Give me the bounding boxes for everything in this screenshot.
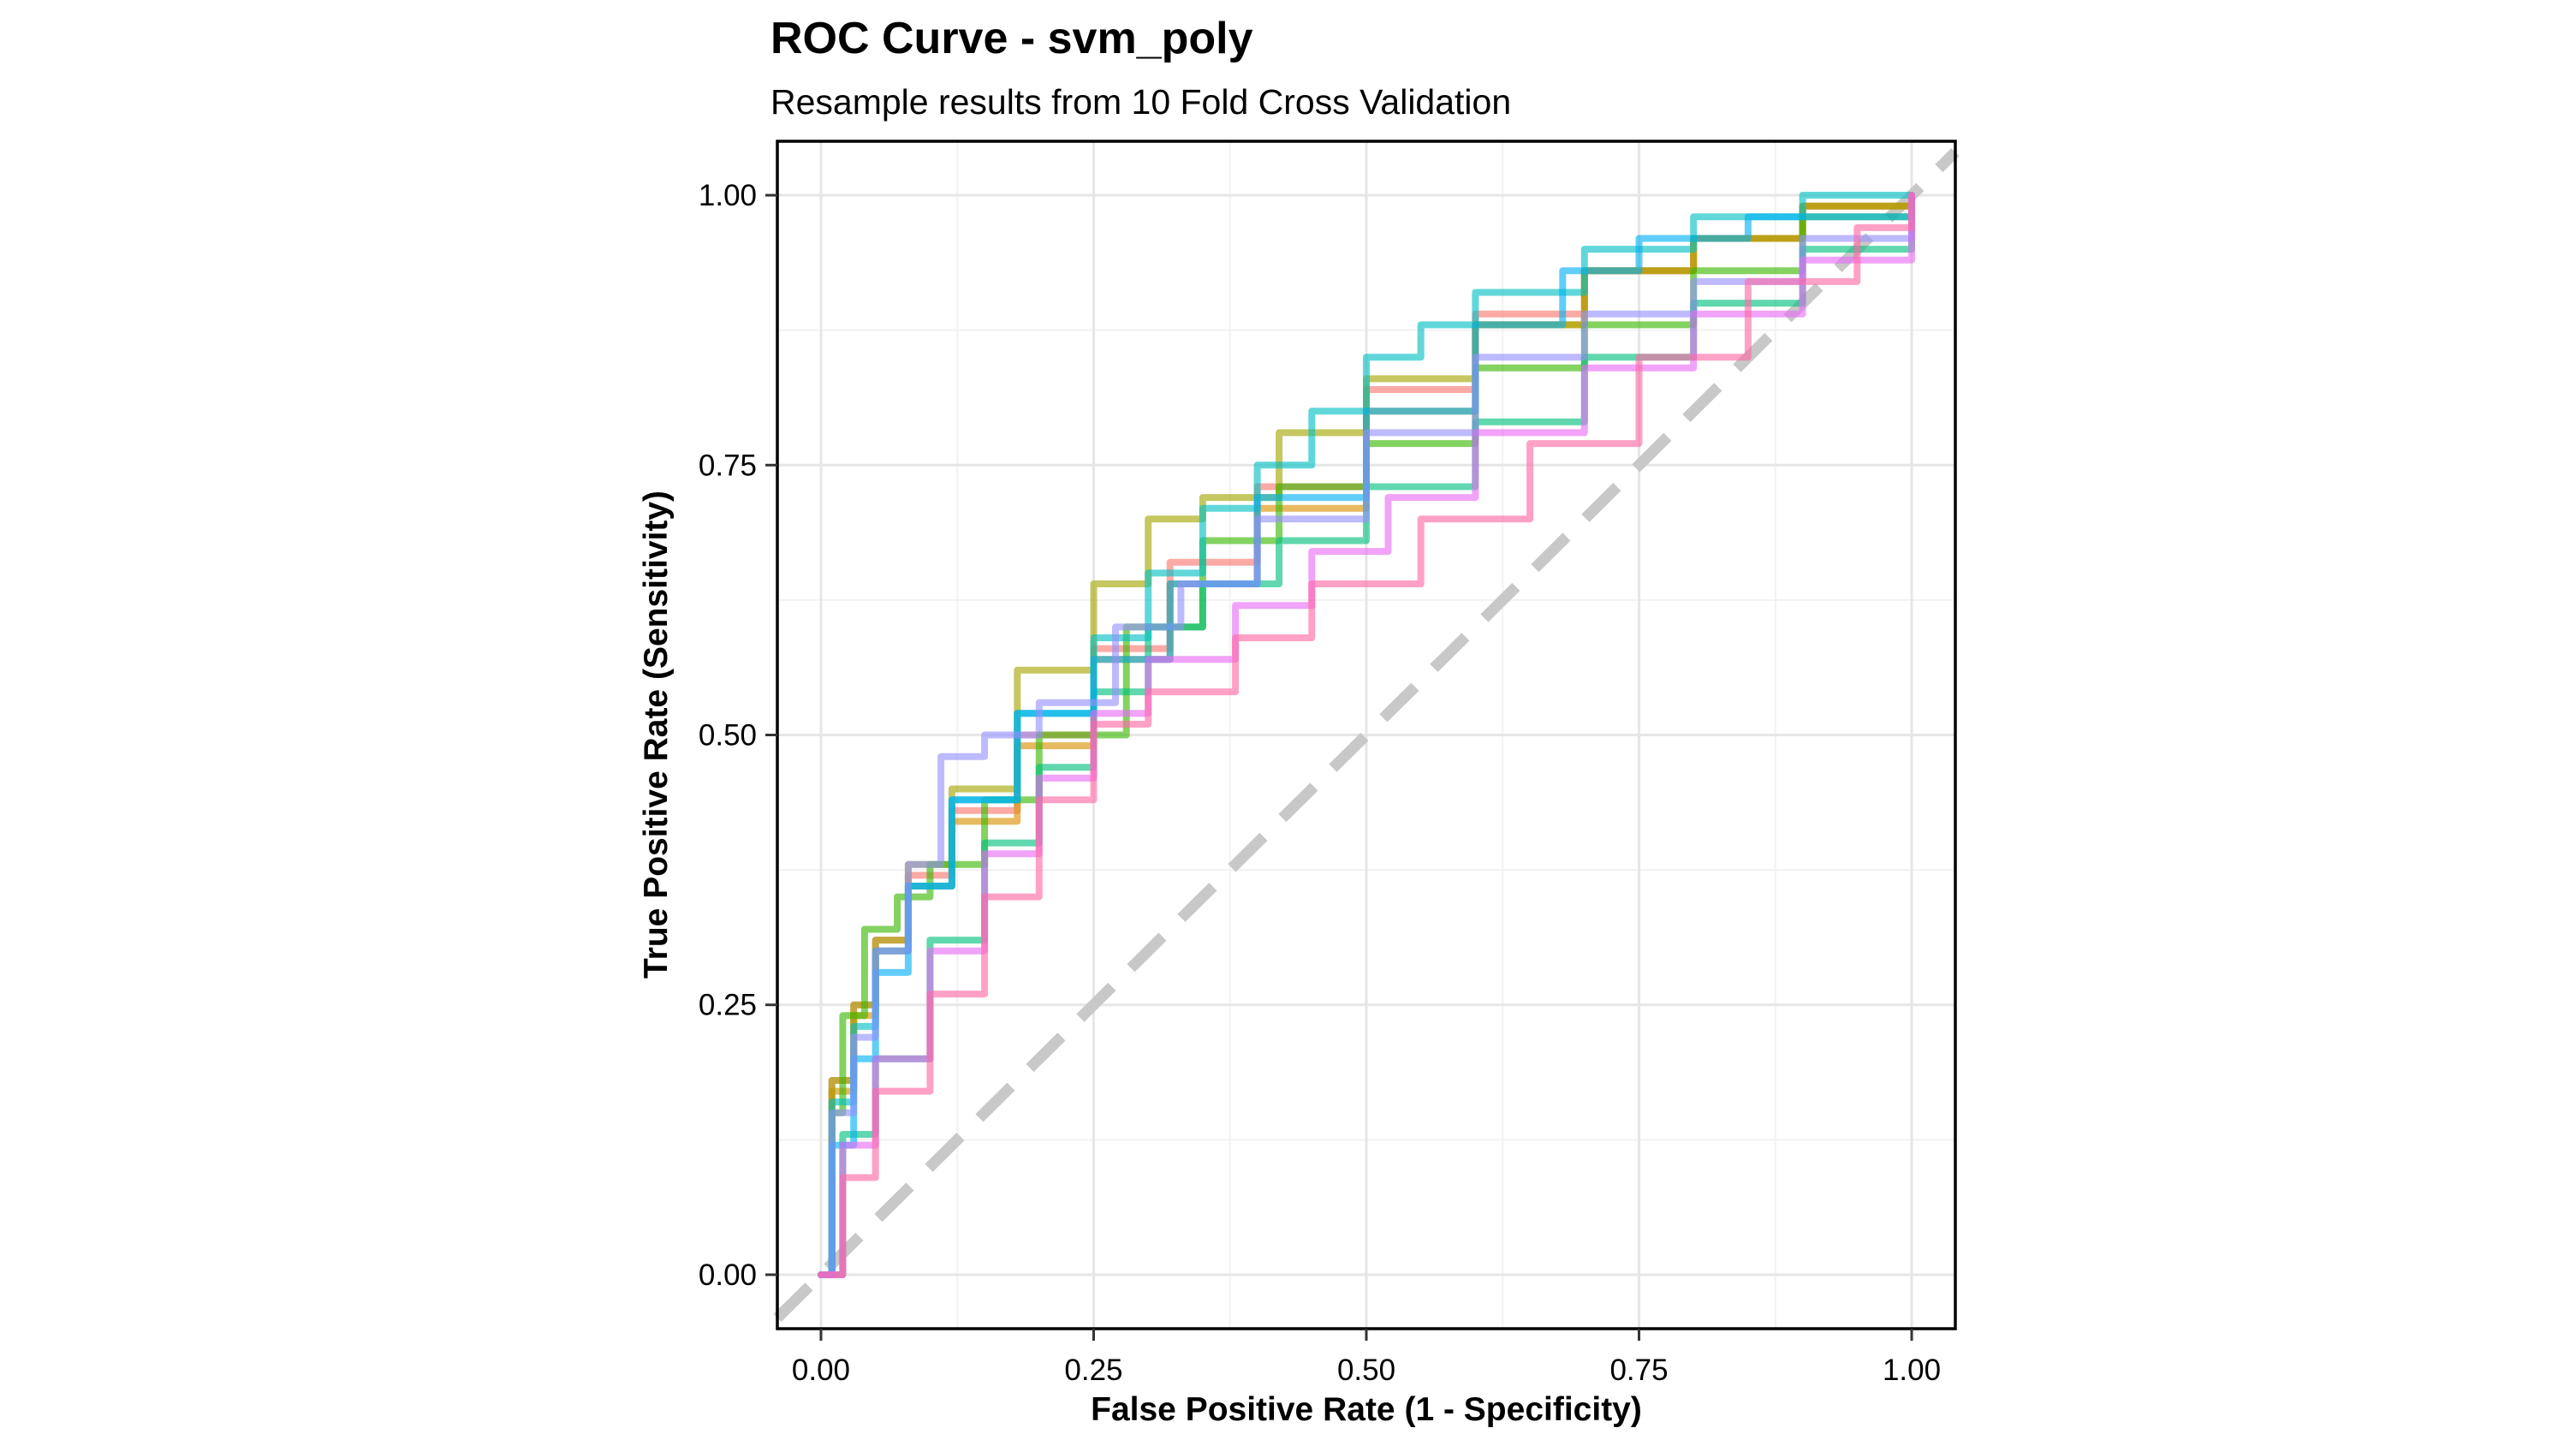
chart-subtitle: Resample results from 10 Fold Cross Vali…: [770, 82, 1511, 122]
y-tick-label: 0.50: [699, 719, 757, 753]
x-tick-label: 1.00: [1883, 1354, 1941, 1387]
x-tick-label: 0.50: [1337, 1354, 1395, 1387]
x-axis-title: False Positive Rate (1 - Specificity): [1091, 1391, 1642, 1428]
y-tick-label: 1.00: [699, 179, 757, 212]
reference-line: [773, 147, 1960, 1323]
y-tick-label: 0.00: [699, 1258, 757, 1292]
y-tick-label: 0.25: [699, 989, 757, 1022]
chart-title: ROC Curve - svm_poly: [770, 14, 1253, 63]
roc-series-line-8: [818, 192, 1915, 1278]
diagonal-reference-line: [773, 147, 1960, 1323]
series-group: [818, 192, 1915, 1278]
x-tick-label: 0.75: [1609, 1354, 1668, 1387]
roc-series-line-10: [818, 192, 1915, 1278]
x-tick-label: 0.25: [1064, 1354, 1122, 1387]
x-tick-label: 0.00: [792, 1354, 850, 1387]
y-tick-label: 0.75: [699, 449, 757, 482]
axis-ticks: 0.00 0.25 0.50 0.75 1.00 0.00 0.25 0.50 0.75 1.00: [699, 179, 1941, 1387]
y-axis-title: True Positive Rate (Sensitivity): [638, 491, 675, 979]
